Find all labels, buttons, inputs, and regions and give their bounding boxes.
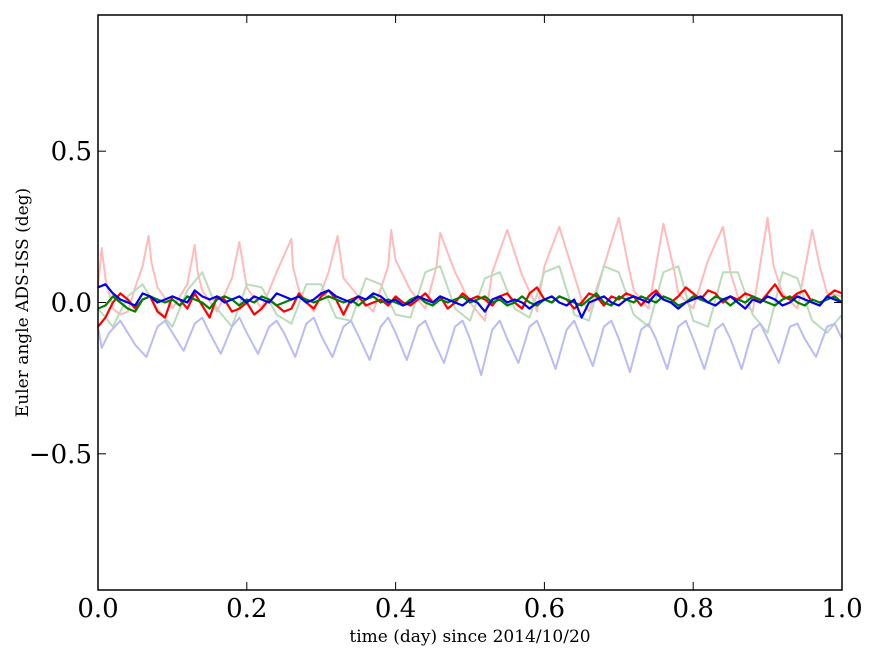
ticks-layer: 0.0 0.2 0.4 0.6 0.8 1.0 −0.5 0.0 0.5	[29, 15, 863, 624]
x-tick-label: 0.8	[673, 594, 714, 624]
x-tick-label: 1.0	[821, 594, 862, 624]
x-axis-label: time (day) since 2014/10/20	[349, 627, 590, 647]
series-line-1	[97, 216, 843, 322]
x-tick-label: 0.6	[524, 594, 565, 624]
y-tick-label: 0.5	[51, 137, 92, 167]
x-tick-label: 0.4	[375, 594, 416, 624]
series-line-5	[97, 292, 843, 313]
y-tick-label: −0.5	[29, 440, 92, 470]
y-tick-label: 0.0	[51, 289, 92, 319]
series-layer	[97, 216, 843, 377]
series-line-3	[97, 316, 843, 377]
y-axis-label: Euler angle ADS-ISS (deg)	[13, 188, 33, 417]
x-tick-label: 0.2	[226, 594, 267, 624]
series-line-6	[97, 283, 843, 319]
x-tick-label: 0.0	[77, 594, 118, 624]
series-line-2	[97, 265, 843, 334]
